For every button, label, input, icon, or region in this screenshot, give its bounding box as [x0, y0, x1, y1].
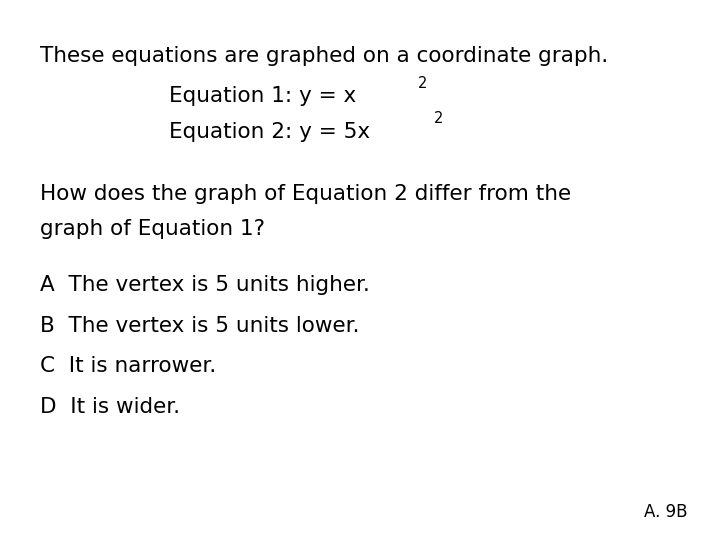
Text: B  The vertex is 5 units lower.: B The vertex is 5 units lower.	[40, 316, 359, 336]
Text: How does the graph of Equation 2 differ from the: How does the graph of Equation 2 differ …	[40, 184, 571, 204]
Text: A  The vertex is 5 units higher.: A The vertex is 5 units higher.	[40, 275, 369, 295]
Text: graph of Equation 1?: graph of Equation 1?	[40, 219, 265, 239]
Text: Equation 2: y = 5x: Equation 2: y = 5x	[169, 122, 370, 141]
Text: Equation 1: y = x: Equation 1: y = x	[169, 86, 356, 106]
Text: A. 9B: A. 9B	[644, 503, 688, 521]
Text: D  It is wider.: D It is wider.	[40, 397, 180, 417]
Text: C  It is narrower.: C It is narrower.	[40, 356, 216, 376]
Text: 2: 2	[434, 111, 444, 126]
Text: 2: 2	[418, 76, 428, 91]
Text: These equations are graphed on a coordinate graph.: These equations are graphed on a coordin…	[40, 46, 608, 66]
